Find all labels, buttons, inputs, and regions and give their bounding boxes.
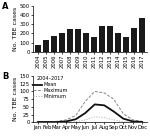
Bar [99, 26, 105, 52]
Mean [84, 112, 86, 114]
Line: Mean: Mean [38, 104, 142, 122]
Mean [37, 121, 39, 123]
Maximum [37, 121, 39, 122]
Minimum [37, 121, 39, 123]
Minimum [103, 117, 105, 119]
Text: B: B [2, 72, 9, 81]
Y-axis label: No. TBE cases: No. TBE cases [13, 77, 18, 121]
Maximum [84, 100, 86, 102]
Bar [51, 36, 57, 52]
Bar [115, 33, 121, 52]
Mean [65, 121, 67, 122]
Minimum [141, 121, 143, 123]
Mean [103, 105, 105, 106]
Minimum [46, 121, 48, 123]
Maximum [56, 121, 58, 122]
Line: Minimum: Minimum [38, 117, 142, 122]
Mean [46, 121, 48, 123]
Mean [141, 121, 143, 123]
Bar [83, 33, 89, 52]
Bar [91, 37, 97, 52]
Mean [94, 104, 96, 105]
Maximum [132, 119, 134, 121]
Maximum [46, 121, 48, 123]
Bar [139, 18, 145, 52]
Mean [75, 118, 77, 120]
Line: Maximum: Maximum [38, 91, 142, 122]
Minimum [122, 121, 124, 123]
Maximum [141, 121, 143, 122]
Mean [122, 118, 124, 119]
Mean [132, 121, 134, 122]
Bar [43, 40, 49, 52]
Bar [35, 45, 41, 52]
Maximum [75, 115, 77, 116]
Minimum [84, 119, 86, 121]
Bar [131, 28, 137, 52]
Minimum [75, 121, 77, 123]
Maximum [94, 91, 96, 92]
Bar [67, 29, 73, 52]
Minimum [94, 116, 96, 118]
Maximum [65, 119, 67, 121]
Maximum [113, 98, 115, 100]
Mean [56, 121, 58, 123]
Maximum [103, 92, 105, 94]
Bar [75, 29, 81, 52]
Minimum [56, 121, 58, 123]
Minimum [132, 121, 134, 123]
Legend: Mean, Maximum, Minimum: Mean, Maximum, Minimum [33, 76, 68, 99]
Text: A: A [2, 2, 9, 11]
Bar [123, 37, 129, 52]
Minimum [65, 121, 67, 123]
Y-axis label: No. TBE cases: No. TBE cases [13, 7, 18, 51]
Minimum [113, 119, 115, 121]
Bar [59, 33, 65, 52]
Mean [113, 111, 115, 112]
Maximum [122, 113, 124, 115]
Bar [107, 26, 113, 52]
